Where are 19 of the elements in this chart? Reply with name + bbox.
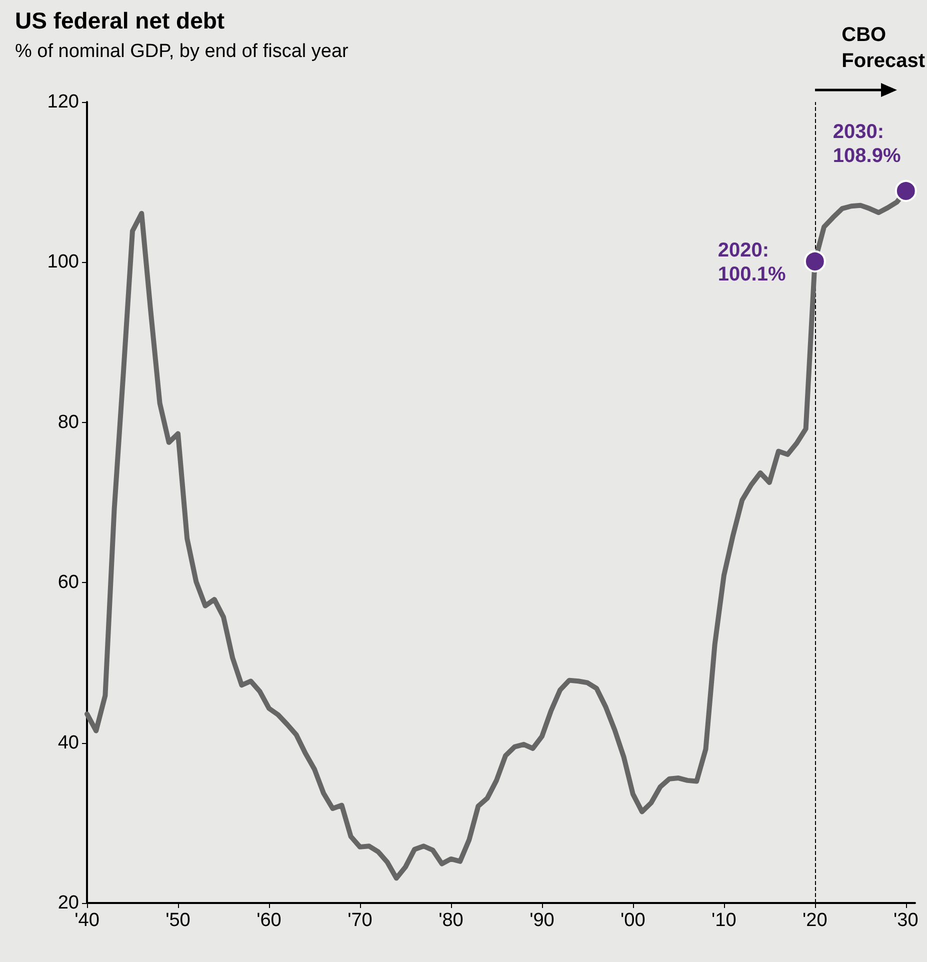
y-tick-label: 120 xyxy=(47,92,79,112)
data-label: 2030: 108.9% xyxy=(832,120,901,167)
y-tick-label: 60 xyxy=(58,572,79,594)
y-tick-label: 80 xyxy=(58,412,79,433)
chart-title: US federal net debt xyxy=(15,8,225,34)
x-tick-label: '50 xyxy=(166,910,190,931)
x-tick-label: '00 xyxy=(620,910,646,931)
x-tick-label: '70 xyxy=(348,910,372,931)
text: CBO Forecast xyxy=(842,24,926,72)
chart-subtitle: % of nominal GDP, by end of fiscal year xyxy=(15,41,350,62)
x-tick-label: '20 xyxy=(802,910,828,931)
x-tick-label: '30 xyxy=(894,910,918,931)
x-tick-label: '90 xyxy=(530,910,554,931)
y-tick-label: 40 xyxy=(58,732,79,754)
x-tick-label: '10 xyxy=(712,910,736,931)
x-tick-label: '60 xyxy=(256,910,282,931)
y-tick-label: 100 xyxy=(47,252,79,273)
data-label: 2020: 100.1% xyxy=(718,239,786,286)
x-tick-label: '80 xyxy=(438,910,464,931)
